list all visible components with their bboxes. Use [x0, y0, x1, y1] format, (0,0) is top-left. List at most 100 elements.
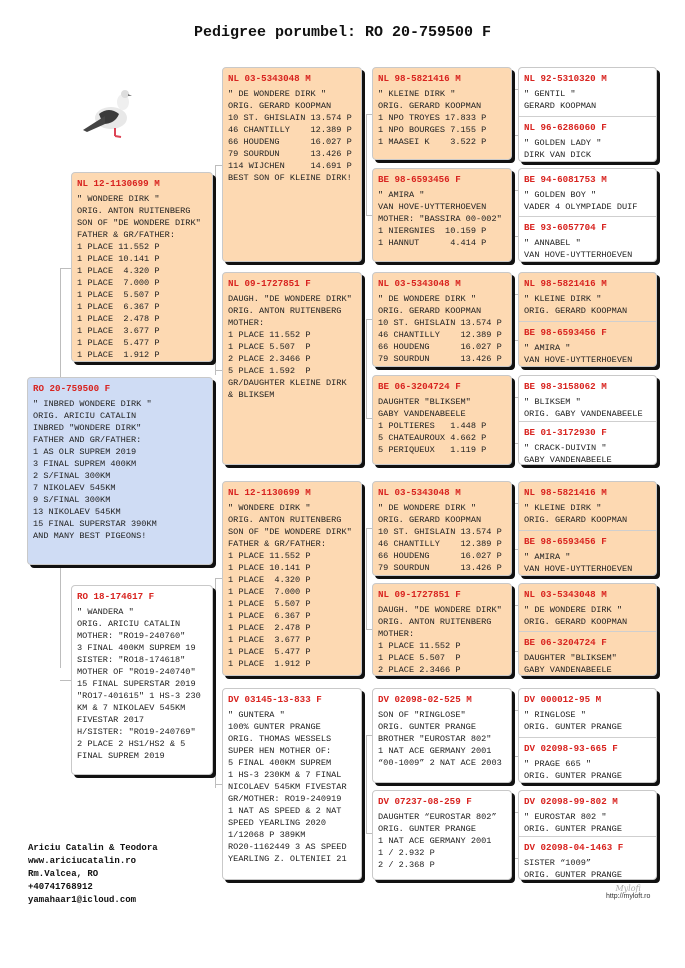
pigeon-info-line: 1 PLACE 1.912 P	[77, 350, 160, 360]
pigeon-info-line: 1 PLACE 2.478 P	[77, 314, 160, 324]
pigeon-entry: BE 06-3204724 F DAUGHTER "BLIKSEM" GABY VA…	[519, 630, 656, 676]
pigeon-info-line: MOTHER: "BASSIRA 00-002"	[378, 214, 502, 224]
pigeon-info-line: 1 PLACE 5.507 P	[77, 290, 160, 300]
ring-number: BE 06-3204724 F	[524, 636, 607, 648]
pigeon-info-line: " CRACK-DUIVIN "	[524, 443, 607, 453]
pedigree-card-gen4: DV 07237-08-259 F DAUGHTER “EUROSTAR 802”…	[372, 790, 512, 880]
pigeon-info-line: 1 PLACE 11.552 P	[228, 330, 311, 340]
pigeon-entry: NL 03-5343048 M " DE WONDERE DIRK " ORIG. …	[373, 273, 511, 365]
pigeon-entry: NL 03-5343048 M " DE WONDERE DIRK " ORIG. …	[519, 584, 656, 631]
pedigree-card-gen5: BE 98-3158062 M " BLIKSEM " ORIG. GABY VAN…	[518, 375, 657, 465]
pigeon-info-line: GERARD KOOPMAN	[524, 101, 597, 111]
pigeon-info-line: 1 NIERGNIES 10.159 P	[378, 226, 487, 236]
pigeon-info-line: MOTHER:	[378, 629, 415, 639]
pigeon-info-line: 7 NIKOLAEV 545KM	[33, 483, 116, 493]
pigeon-entry: NL 03-5343048 M " DE WONDERE DIRK " ORIG. …	[373, 482, 511, 574]
connector-line	[60, 680, 71, 681]
pigeon-entry: NL 92-5310320 M " GENTIL " GERARD KOOPMAN	[519, 68, 656, 116]
pigeon-entry: BE 98-6593456 F " AMIRA " VAN HOVE-UYTTERH…	[519, 529, 656, 576]
pigeon-info-line: MOTHER: "RO19-240760"	[77, 631, 186, 641]
pigeon-info-line: SISTER: "RO18-174618"	[77, 655, 186, 665]
breeder-website[interactable]: www.ariciucatalin.ro	[28, 856, 137, 866]
logo-url[interactable]: http://myloft.ro	[606, 893, 651, 900]
pedigree-card-gen2: NL 12-1130699 M " WONDERE DIRK " ORIG. ANT…	[71, 172, 213, 362]
pigeon-info-line: GR/DAUGHTER KLEINE DIRK	[228, 378, 347, 388]
pigeon-info-line: " WANDERA "	[77, 607, 134, 617]
pedigree-card-gen3: NL 12-1130699 M " WONDERE DIRK " ORIG. ANT…	[222, 481, 362, 676]
pigeon-info-line: 1 NAT AS SPEED & 2 NAT	[228, 806, 342, 816]
pigeon-entry: RO 20-759500 F " INBRED WONDERE DIRK " ORI…	[28, 378, 212, 542]
connector-line	[513, 710, 514, 756]
ring-number: BE 98-6593456 F	[378, 174, 461, 185]
connector-line	[215, 165, 216, 375]
pigeon-info-line: ORIG. GERARD KOOPMAN	[524, 617, 628, 627]
connector-line	[513, 397, 518, 398]
pigeon-info-line: " WONDERE DIRK "	[77, 194, 160, 204]
ring-number: BE 94-6081753 M	[524, 174, 607, 185]
pigeon-entry: BE 06-3204724 F DAUGHTER "BLIKSEM" GABY VA…	[373, 376, 511, 456]
ring-number: BE 93-6057704 F	[524, 222, 607, 233]
ring-number: BE 01-3172930 F	[524, 427, 607, 438]
pigeon-info-line: 1 PLACE 1.912 P	[228, 659, 311, 669]
pigeon-info-line: " INBRED WONDERE DIRK "	[33, 399, 152, 409]
connector-line	[366, 833, 372, 834]
pigeon-info-line: 10 ST. GHISLAIN 13.574 P	[378, 318, 502, 328]
pigeon-info-line: ORIG. GUNTER PRANGE	[378, 824, 476, 834]
pedigree-card-gen5: NL 98-5821416 M " KLEINE DIRK " ORIG. GERA…	[518, 481, 657, 576]
pigeon-info-line: SON OF "DE WONDERE DIRK"	[228, 527, 352, 537]
pigeon-info-line: 1 PLACE 5.507 P	[378, 653, 461, 663]
pigeon-entry: NL 09-1727851 F DAUGH. "DE WONDERE DIRK" O…	[223, 273, 361, 401]
pigeon-info-line: 2 PLACE 2 HS1/HS2 & 5	[77, 739, 186, 749]
breeder-contact: Ariciu Catalin & Teodora www.ariciucatal…	[28, 842, 158, 907]
pigeon-info-line: 2 PLACE 2.3466 P	[228, 354, 311, 364]
connector-line	[366, 319, 372, 320]
ring-number: NL 98-5821416 M	[524, 278, 607, 289]
pigeon-info-line: " AMIRA "	[378, 190, 425, 200]
pigeon-info-line: ORIG. ANTON RUITENBERG	[378, 617, 492, 627]
pigeon-info-line: " AMIRA "	[524, 551, 571, 562]
pigeon-info-line: MOTHER OF "RO19-240740"	[77, 667, 196, 677]
pigeon-info-line: ORIG. GERARD KOOPMAN	[228, 101, 332, 111]
pigeon-info-line: " DE WONDERE DIRK "	[378, 503, 476, 513]
connector-line	[215, 578, 222, 579]
connector-line	[513, 190, 518, 191]
connector-line	[513, 294, 514, 340]
pigeon-entry: NL 09-1727851 F DAUGH. "DE WONDERE DIRK" O…	[373, 584, 511, 675]
pedigree-card-gen3: NL 09-1727851 F DAUGH. "DE WONDERE DIRK" O…	[222, 272, 362, 465]
pigeon-info-line: 3 FINAL 400KM SUPREM 19	[77, 643, 196, 653]
pigeon-info-line: ORIG. ARICIU CATALIN	[33, 411, 137, 421]
connector-line	[513, 236, 518, 237]
connector-line	[513, 443, 518, 444]
pigeon-entry: DV 07237-08-259 F DAUGHTER “EUROSTAR 802”…	[373, 791, 511, 871]
pigeon-info-line: VAN HOVE-UYTTERHOEVEN	[524, 354, 633, 365]
pigeon-info-line: 13 NIKOLAEV 545KM	[33, 507, 121, 517]
pigeon-info-line: NICOLAEV 545KM FIVESTAR	[228, 782, 347, 792]
pigeon-info-line: " ANNABEL "	[524, 238, 581, 248]
pedigree-card-gen4: DV 02098-02-525 M SON OF "RINGLOSE" ORIG. …	[372, 688, 512, 783]
ring-number: DV 02098-04-1463 F	[524, 842, 624, 853]
pigeon-info-line: 5 FINAL 400KM SUPREM	[228, 758, 332, 768]
pigeon-info-line: FATHER & GR/FATHER:	[228, 539, 326, 549]
pigeon-info-line: ORIG. GERARD KOOPMAN	[378, 306, 482, 316]
ring-number: NL 03-5343048 M	[378, 487, 461, 498]
ring-number: BE 98-6593456 F	[524, 535, 607, 547]
ring-number: NL 98-5821416 M	[524, 487, 607, 498]
pigeon-info-line: 1 PLACE 4.320 P	[77, 266, 160, 276]
ring-number: DV 07237-08-259 F	[378, 796, 472, 807]
connector-line	[366, 528, 367, 629]
pigeon-info-line: 1 PLACE 6.367 P	[228, 611, 311, 621]
pedigree-card-gen3: NL 03-5343048 M " DE WONDERE DIRK " ORIG. …	[222, 67, 362, 262]
pigeon-info-line: 1 PLACE 11.552 P	[228, 551, 311, 561]
pigeon-info-line: ORIG. ANTON RUITENBERG	[228, 306, 342, 316]
pigeon-entry: BE 01-3172930 F " CRACK-DUIVIN " GABY VAND…	[519, 421, 656, 464]
pigeon-info-line: 1 PLACE 6.367 P	[77, 302, 160, 312]
pigeon-info-line: 79 SOURDUN 13.426 P	[378, 563, 502, 573]
breeder-email[interactable]: yamahaar1@icloud.com	[28, 895, 137, 905]
breeder-name: Ariciu Catalin & Teodora	[28, 843, 158, 853]
pigeon-info-line: ORIG. GERARD KOOPMAN	[378, 515, 482, 525]
pigeon-entry: BE 93-6057704 F " ANNABEL " VAN HOVE-UYTTE…	[519, 216, 656, 261]
pigeon-info-line: " PRAGE 665 "	[524, 758, 592, 769]
ring-number: NL 92-5310320 M	[524, 73, 607, 84]
pigeon-info-line: 1 MAASEI K 3.522 P	[378, 137, 487, 147]
pigeon-info-line: 1 AS OLR SUPREM 2019	[33, 447, 137, 457]
